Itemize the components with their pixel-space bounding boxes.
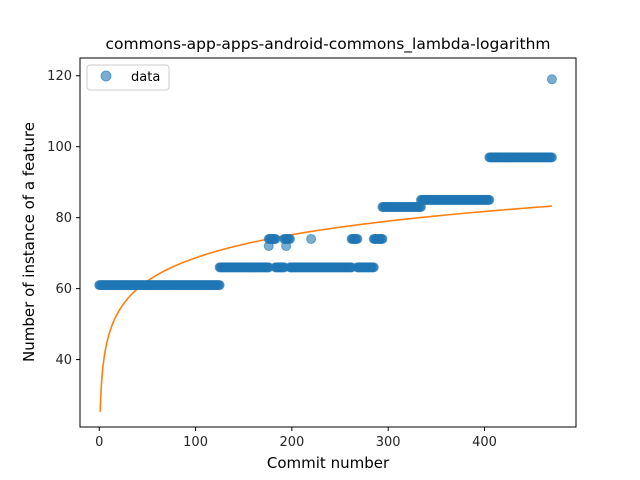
data-point bbox=[546, 74, 557, 85]
legend: data bbox=[86, 64, 170, 91]
y-tick-label-80: 80 bbox=[55, 211, 72, 226]
y-axis-ticks: 40 60 80 100 120 bbox=[47, 69, 80, 368]
x-tick-label-400: 400 bbox=[472, 435, 497, 450]
data-point bbox=[368, 262, 379, 273]
x-axis-ticks: 0 100 200 300 400 bbox=[95, 427, 497, 450]
y-tick-label-100: 100 bbox=[47, 140, 72, 155]
x-tick-label-0: 0 bbox=[95, 435, 103, 450]
y-tick-label-40: 40 bbox=[55, 353, 72, 368]
plot-area bbox=[94, 74, 557, 412]
x-tick-label-100: 100 bbox=[183, 435, 208, 450]
data-point bbox=[352, 233, 363, 244]
data-point bbox=[263, 241, 274, 252]
legend-marker bbox=[100, 70, 112, 82]
points-layer bbox=[94, 74, 557, 291]
legend-label-data: data bbox=[131, 70, 160, 85]
fit-line bbox=[99, 205, 552, 412]
chart-title: commons-app-apps-android-commons_lambda-… bbox=[105, 35, 550, 54]
x-tick-label-300: 300 bbox=[376, 435, 401, 450]
data-point bbox=[484, 194, 495, 205]
data-point bbox=[214, 280, 225, 291]
data-point bbox=[281, 241, 292, 252]
data-point bbox=[270, 233, 281, 244]
x-tick-label-200: 200 bbox=[279, 435, 304, 450]
data-point bbox=[377, 233, 388, 244]
data-point bbox=[306, 233, 317, 244]
y-axis-label: Number of instance of a feature bbox=[20, 122, 38, 362]
y-tick-label-120: 120 bbox=[47, 69, 72, 84]
y-tick-label-60: 60 bbox=[55, 282, 72, 297]
axes-frame bbox=[79, 57, 577, 428]
x-axis-label: Commit number bbox=[267, 454, 390, 472]
data-point bbox=[546, 152, 557, 163]
fit-layer bbox=[99, 205, 552, 412]
